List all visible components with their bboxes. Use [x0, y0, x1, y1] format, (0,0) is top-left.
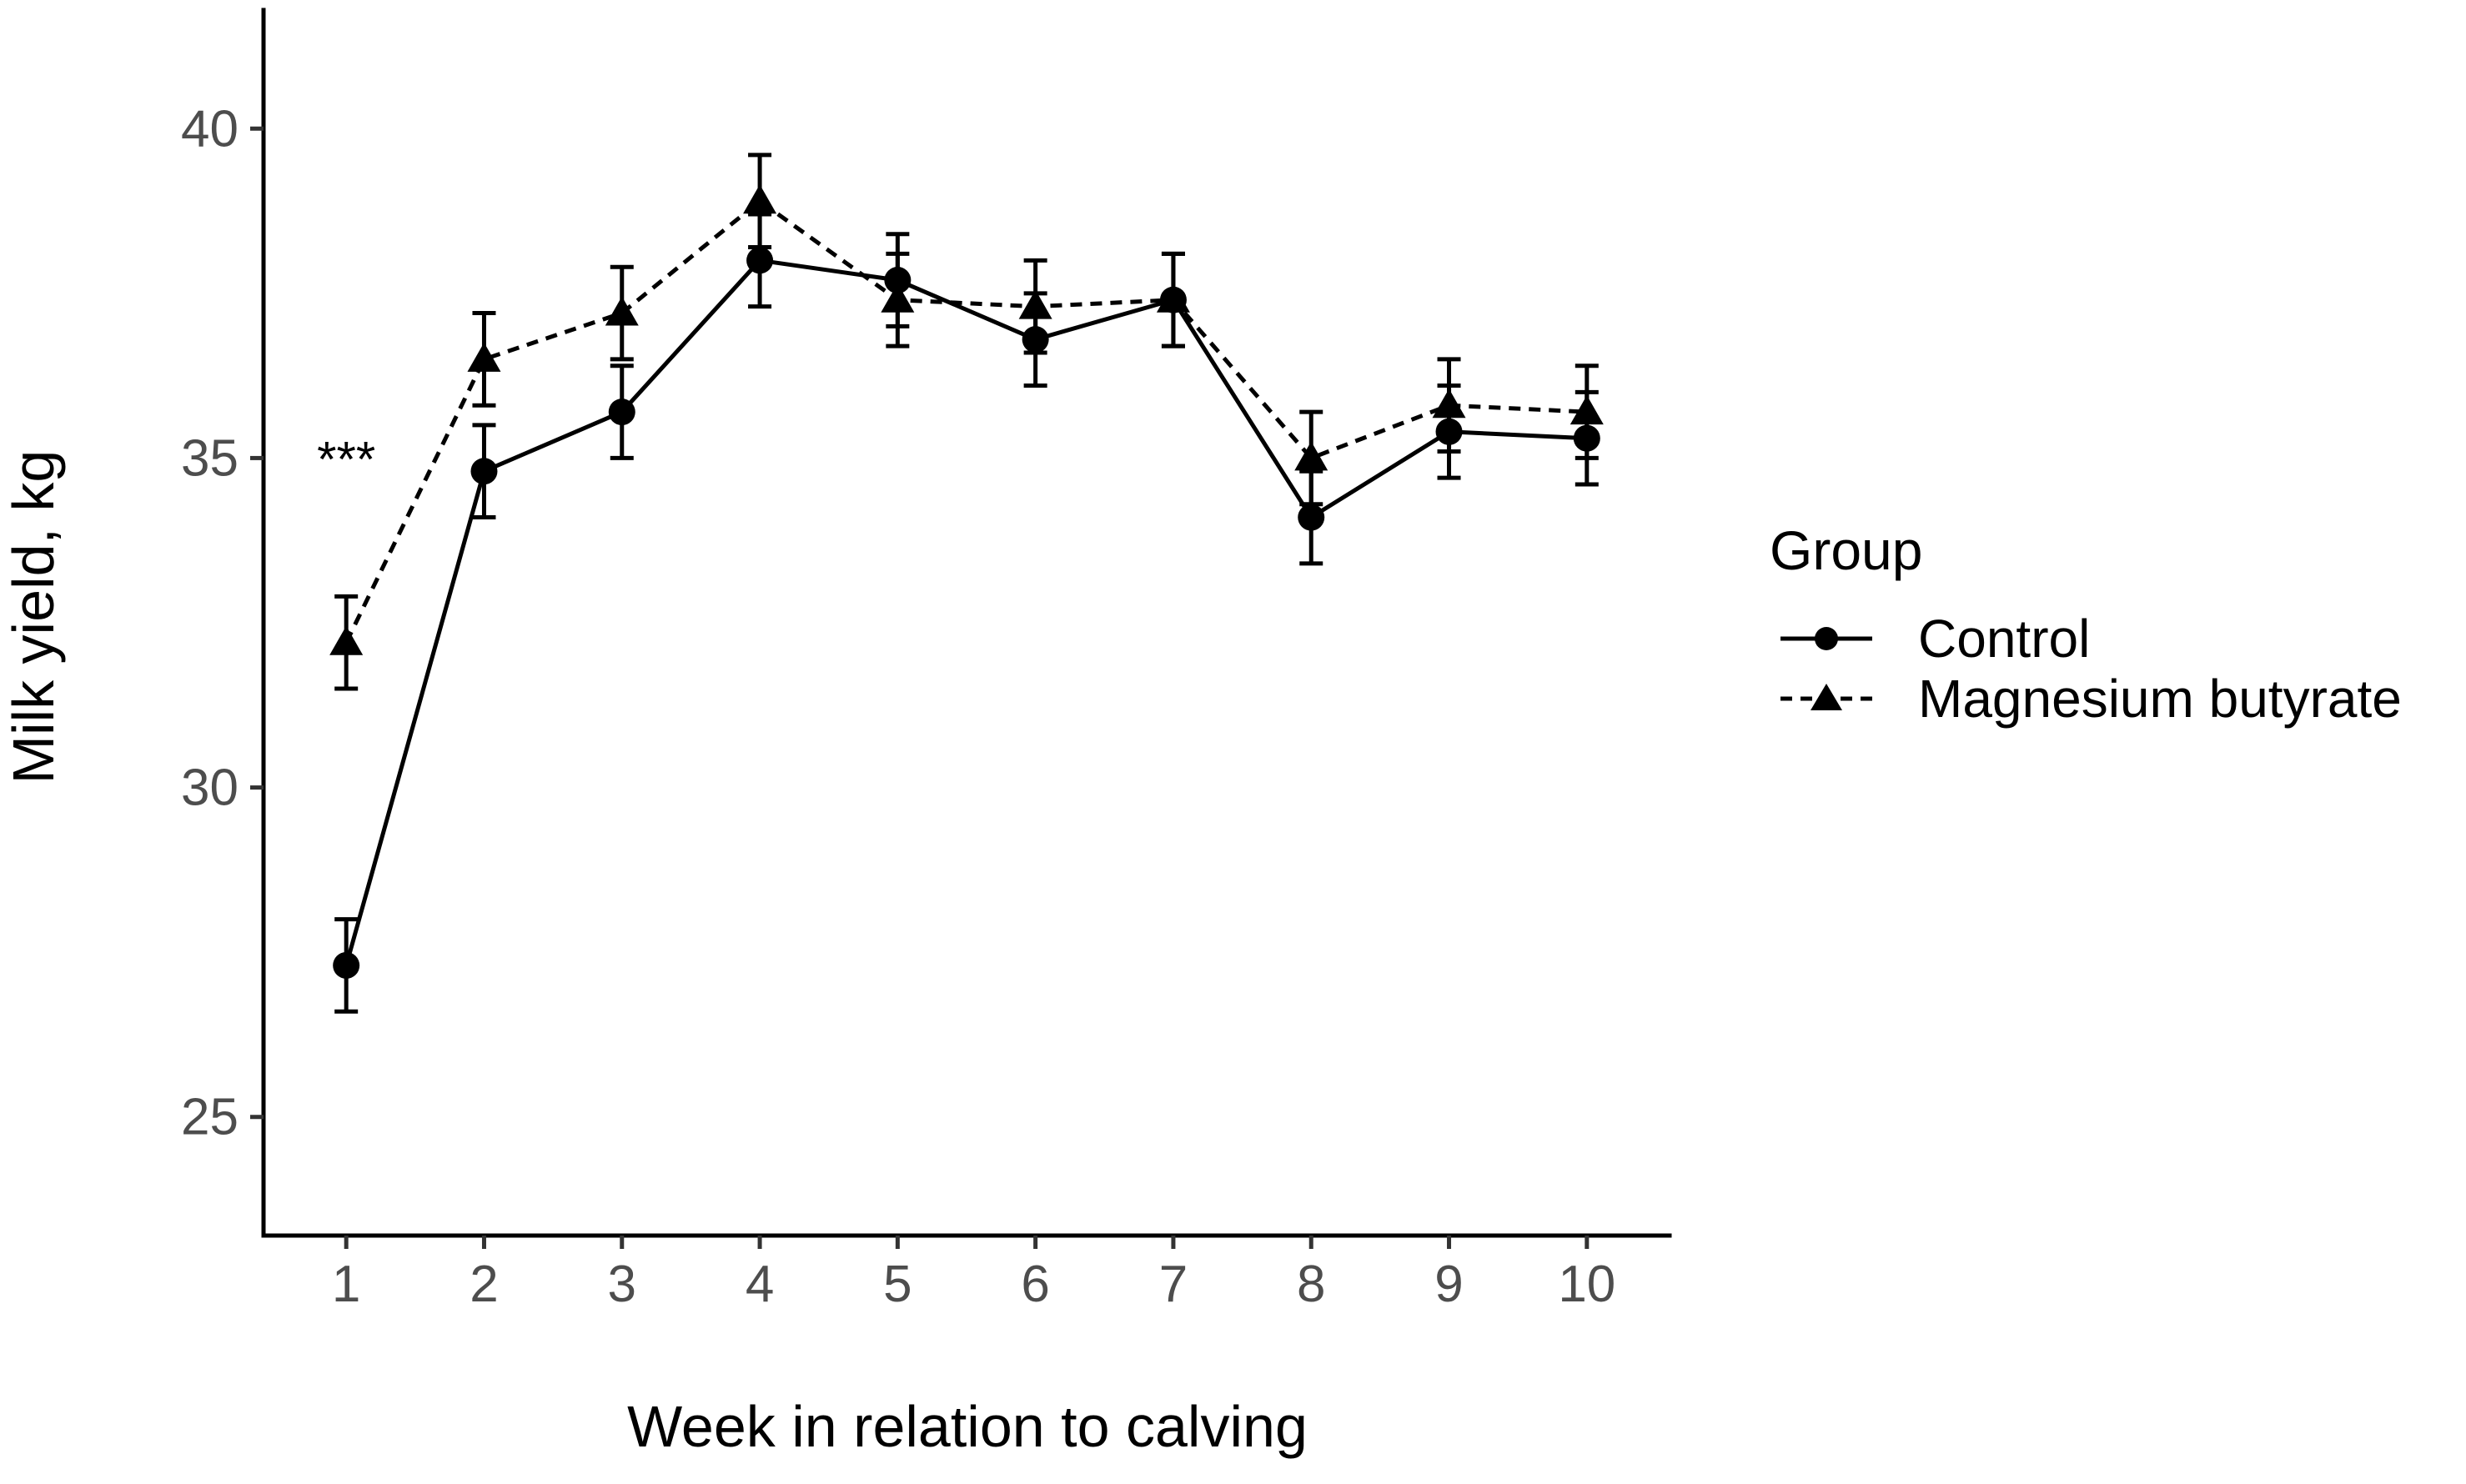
x-tick-label-2: 2 [470, 1256, 498, 1313]
legend-item-magnesium-butyrate: Magnesium butyrate [1780, 669, 2402, 729]
y-tick-label-25: 25 [181, 1089, 239, 1146]
x-tick-label-9: 9 [1434, 1256, 1463, 1313]
series-line-magnesium-butyrate [344, 198, 1587, 644]
data-point-control-week-5 [884, 267, 912, 294]
data-point-magnesium-butyrate-week-9 [1432, 389, 1466, 419]
x-tick-label-8: 8 [1297, 1256, 1325, 1313]
data-point-control-week-4 [746, 247, 774, 274]
legend-item-control: Control [1780, 609, 2090, 669]
y-tick-label-40: 40 [181, 100, 239, 158]
y-tick-label-30: 30 [181, 760, 239, 817]
legend-key-marker-control [1815, 627, 1838, 650]
data-point-magnesium-butyrate-week-3 [605, 296, 639, 326]
data-point-magnesium-butyrate-week-1 [329, 625, 364, 655]
data-point-control-week-2 [470, 458, 498, 485]
data-point-magnesium-butyrate-week-2 [467, 342, 501, 372]
legend-label-control: Control [1918, 609, 2090, 669]
annotations: *** [317, 432, 375, 488]
y-tick-label-35: 35 [181, 429, 239, 487]
data-point-control-week-3 [608, 399, 635, 426]
x-tick-label-7: 7 [1159, 1256, 1188, 1313]
x-tick-label-10: 10 [1558, 1256, 1615, 1313]
data-point-magnesium-butyrate-week-10 [1570, 395, 1604, 425]
data-point-control-week-1 [333, 951, 360, 979]
series-markers [329, 184, 1604, 979]
series-line-control [344, 258, 1587, 966]
x-tick-label-5: 5 [883, 1256, 912, 1313]
legend-label-magnesium-butyrate: Magnesium butyrate [1918, 669, 2402, 729]
legend: Group Control Magnesium butyrate [1770, 519, 2402, 729]
x-tick-label-4: 4 [746, 1256, 774, 1313]
x-axis-title: Week in relation to calving [627, 1394, 1308, 1459]
series-lines [344, 198, 1587, 966]
y-axis-title: Milk yield, kg [1, 450, 66, 785]
data-point-magnesium-butyrate-week-4 [743, 184, 777, 214]
axes: 25 30 35 40 1 2 3 4 5 6 7 8 9 10 [181, 8, 1672, 1313]
data-point-magnesium-butyrate-week-5 [881, 283, 915, 313]
data-point-control-week-10 [1573, 424, 1600, 452]
x-tick-label-3: 3 [608, 1256, 636, 1313]
x-tick-label-6: 6 [1021, 1256, 1049, 1313]
data-point-control-week-6 [1022, 326, 1049, 353]
legend-title: Group [1770, 519, 1922, 581]
data-point-magnesium-butyrate-week-7 [1156, 283, 1190, 313]
significance-annotation-0: *** [317, 432, 375, 488]
x-tick-label-1: 1 [332, 1256, 360, 1313]
data-point-magnesium-butyrate-week-8 [1294, 441, 1328, 471]
data-point-control-week-9 [1435, 418, 1463, 445]
data-point-control-week-8 [1298, 504, 1325, 531]
legend-key-marker-magnesium-butyrate [1811, 684, 1842, 710]
error-bars [334, 153, 1599, 1014]
data-point-magnesium-butyrate-week-6 [1018, 289, 1052, 319]
